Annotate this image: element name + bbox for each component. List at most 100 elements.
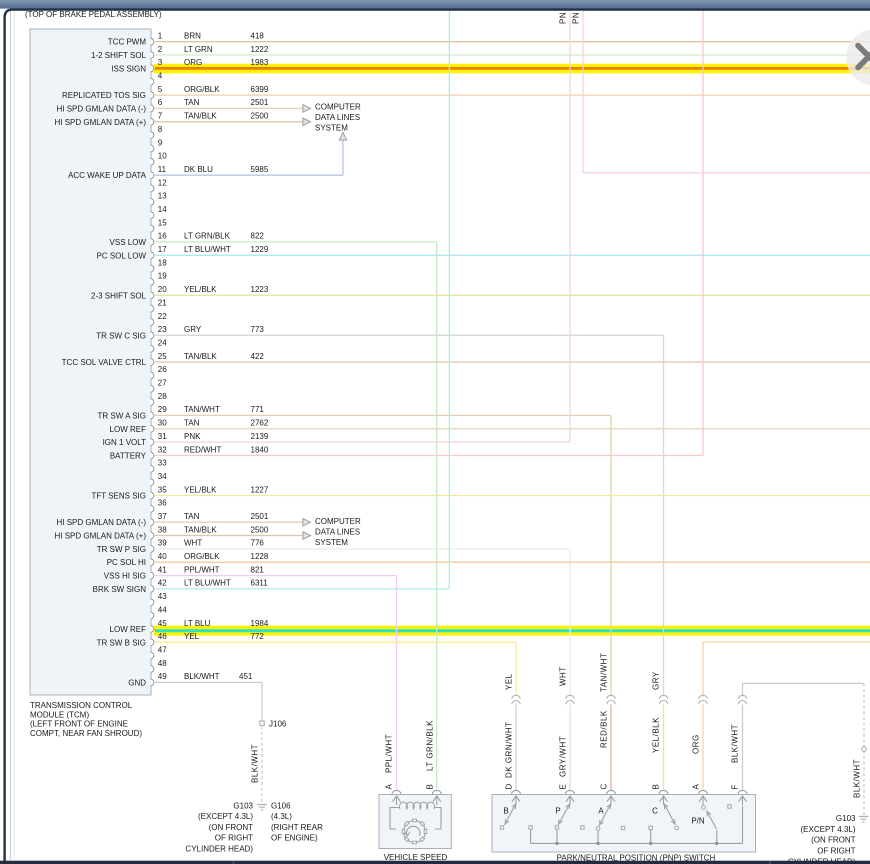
svg-text:1984: 1984 bbox=[251, 619, 269, 628]
svg-text:47: 47 bbox=[158, 646, 167, 655]
svg-text:PN: PN bbox=[559, 12, 568, 24]
svg-text:(4.3L): (4.3L) bbox=[271, 812, 292, 821]
svg-text:TAN/BLK: TAN/BLK bbox=[184, 352, 217, 361]
svg-text:TAN: TAN bbox=[184, 98, 200, 107]
svg-text:5985: 5985 bbox=[251, 165, 269, 174]
svg-text:(ON FRONT: (ON FRONT bbox=[209, 823, 254, 832]
svg-text:16: 16 bbox=[158, 232, 167, 241]
svg-text:LOW REF: LOW REF bbox=[110, 425, 147, 434]
svg-text:LT BLU/WHT: LT BLU/WHT bbox=[184, 245, 231, 254]
svg-text:WHT: WHT bbox=[184, 539, 202, 548]
svg-text:35: 35 bbox=[158, 485, 167, 494]
svg-text:28: 28 bbox=[158, 392, 167, 401]
svg-text:1227: 1227 bbox=[251, 485, 269, 494]
svg-text:BLK/WHT: BLK/WHT bbox=[731, 724, 740, 763]
svg-text:34: 34 bbox=[158, 472, 167, 481]
svg-text:771: 771 bbox=[251, 405, 265, 414]
svg-text:9: 9 bbox=[158, 138, 163, 147]
svg-text:21: 21 bbox=[158, 298, 167, 307]
svg-text:LT BLU: LT BLU bbox=[184, 619, 211, 628]
svg-text:11: 11 bbox=[158, 165, 167, 174]
svg-text:RED/BLK: RED/BLK bbox=[600, 710, 609, 748]
svg-text:(TOP OF BRAKE PEDAL ASSEMBLY): (TOP OF BRAKE PEDAL ASSEMBLY) bbox=[25, 10, 162, 19]
svg-text:45: 45 bbox=[158, 619, 167, 628]
svg-text:2501: 2501 bbox=[251, 512, 269, 521]
svg-text:33: 33 bbox=[158, 459, 167, 468]
svg-text:TRANSMISSION CONTROL: TRANSMISSION CONTROL bbox=[30, 701, 133, 710]
svg-text:HI SPD GMLAN DATA (-): HI SPD GMLAN DATA (-) bbox=[57, 104, 147, 113]
svg-text:20: 20 bbox=[158, 285, 167, 294]
svg-text:12: 12 bbox=[158, 178, 167, 187]
svg-text:F: F bbox=[731, 784, 740, 789]
svg-text:5: 5 bbox=[158, 85, 163, 94]
svg-text:17: 17 bbox=[158, 245, 167, 254]
svg-text:25: 25 bbox=[158, 352, 167, 361]
svg-text:ORG/BLK: ORG/BLK bbox=[184, 85, 220, 94]
svg-text:49: 49 bbox=[158, 672, 167, 681]
svg-text:BRN: BRN bbox=[184, 32, 201, 41]
svg-text:6311: 6311 bbox=[251, 579, 269, 588]
svg-text:2139: 2139 bbox=[251, 432, 269, 441]
svg-text:23: 23 bbox=[158, 325, 167, 334]
svg-text:VSS LOW: VSS LOW bbox=[110, 238, 147, 247]
svg-text:ORG: ORG bbox=[184, 58, 202, 67]
svg-text:YEL: YEL bbox=[184, 632, 200, 641]
svg-text:1228: 1228 bbox=[251, 552, 269, 561]
svg-text:HI SPD GMLAN DATA (+): HI SPD GMLAN DATA (+) bbox=[55, 532, 147, 541]
svg-text:8: 8 bbox=[158, 125, 163, 134]
svg-text:P: P bbox=[555, 807, 560, 816]
svg-text:43: 43 bbox=[158, 592, 167, 601]
svg-text:(LEFT FRONT OF ENGINE: (LEFT FRONT OF ENGINE bbox=[30, 720, 128, 729]
svg-text:TAN/WHT: TAN/WHT bbox=[184, 405, 220, 414]
svg-text:ORG/BLK: ORG/BLK bbox=[184, 552, 220, 561]
svg-text:418: 418 bbox=[251, 32, 265, 41]
svg-text:6399: 6399 bbox=[251, 85, 269, 94]
svg-text:822: 822 bbox=[251, 232, 265, 241]
svg-text:BLK/WHT: BLK/WHT bbox=[853, 759, 862, 798]
svg-text:30: 30 bbox=[158, 419, 167, 428]
svg-text:CYLINDER HEAD): CYLINDER HEAD) bbox=[185, 844, 253, 853]
svg-text:TR SW C SIG: TR SW C SIG bbox=[96, 331, 146, 340]
svg-text:E: E bbox=[559, 784, 568, 790]
svg-text:B: B bbox=[652, 784, 661, 790]
svg-text:A: A bbox=[598, 807, 604, 816]
svg-text:COMPUTER: COMPUTER bbox=[315, 517, 361, 526]
svg-text:ACC WAKE UP DATA: ACC WAKE UP DATA bbox=[68, 171, 147, 180]
svg-text:IGN 1 VOLT: IGN 1 VOLT bbox=[103, 438, 147, 447]
svg-text:GRY: GRY bbox=[184, 325, 202, 334]
svg-text:1983: 1983 bbox=[251, 58, 269, 67]
svg-text:OF RIGHT: OF RIGHT bbox=[215, 834, 253, 843]
svg-text:LT GRN/BLK: LT GRN/BLK bbox=[426, 720, 435, 771]
svg-text:40: 40 bbox=[158, 552, 167, 561]
svg-text:7: 7 bbox=[158, 112, 163, 121]
svg-text:29: 29 bbox=[158, 405, 167, 414]
svg-text:DATA LINES: DATA LINES bbox=[315, 528, 360, 537]
svg-text:2-3 SHIFT SOL: 2-3 SHIFT SOL bbox=[91, 291, 147, 300]
svg-text:PC SOL HI: PC SOL HI bbox=[107, 558, 146, 567]
svg-text:15: 15 bbox=[158, 218, 167, 227]
svg-text:GRY/WHT: GRY/WHT bbox=[559, 736, 568, 777]
svg-text:39: 39 bbox=[158, 539, 167, 548]
svg-text:BLK/WHT: BLK/WHT bbox=[184, 672, 220, 681]
svg-text:TR SW P SIG: TR SW P SIG bbox=[97, 545, 146, 554]
svg-text:1229: 1229 bbox=[251, 245, 269, 254]
svg-text:A: A bbox=[692, 784, 701, 790]
svg-text:G106: G106 bbox=[271, 802, 291, 811]
svg-text:HI SPD GMLAN DATA (+): HI SPD GMLAN DATA (+) bbox=[55, 118, 147, 127]
svg-text:G103: G103 bbox=[836, 814, 856, 823]
svg-text:2: 2 bbox=[158, 45, 163, 54]
svg-text:COMPUTER: COMPUTER bbox=[315, 103, 361, 112]
svg-text:1222: 1222 bbox=[251, 45, 269, 54]
svg-text:18: 18 bbox=[158, 258, 167, 267]
svg-text:ORG: ORG bbox=[692, 734, 701, 754]
svg-text:27: 27 bbox=[158, 379, 167, 388]
svg-text:2762: 2762 bbox=[251, 419, 269, 428]
svg-text:COMPT, NEAR FAN SHROUD): COMPT, NEAR FAN SHROUD) bbox=[30, 729, 142, 738]
svg-text:773: 773 bbox=[251, 325, 265, 334]
svg-text:BRK SW SIGN: BRK SW SIGN bbox=[93, 585, 147, 594]
svg-text:P/N: P/N bbox=[691, 817, 705, 826]
svg-text:2500: 2500 bbox=[251, 112, 269, 121]
svg-text:19: 19 bbox=[158, 272, 167, 281]
svg-text:OF RIGHT: OF RIGHT bbox=[817, 847, 855, 856]
svg-text:10: 10 bbox=[158, 152, 167, 161]
